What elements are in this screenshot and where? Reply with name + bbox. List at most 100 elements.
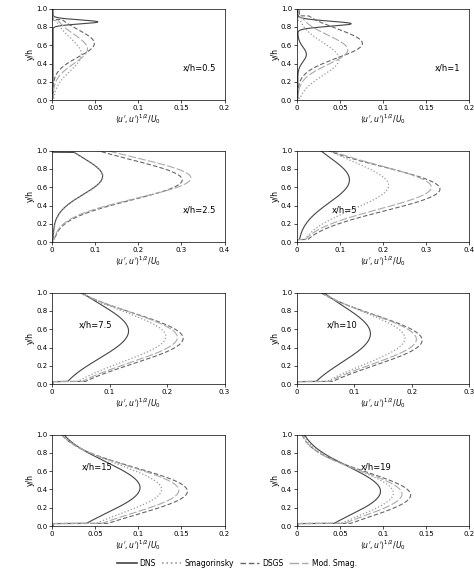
Mod. Smag. xyxy=(173,184,179,191)
DNS xyxy=(122,468,128,475)
Mod. Smag. xyxy=(80,53,86,60)
Smagorinsky xyxy=(382,189,387,196)
Mod. Smag. xyxy=(340,53,346,60)
DNS xyxy=(50,5,56,12)
DNS xyxy=(341,22,346,29)
Mod. Smag. xyxy=(343,42,349,49)
Smagorinsky xyxy=(354,306,359,313)
Mod. Smag. xyxy=(294,97,300,104)
Smagorinsky xyxy=(81,292,86,298)
DNS xyxy=(73,196,79,202)
Mod. Smag. xyxy=(406,326,411,333)
Mod. Smag. xyxy=(318,289,324,296)
Text: x/h=7.5: x/h=7.5 xyxy=(79,320,112,329)
X-axis label: $\langle u',u'\rangle^{1/2}/U_0$: $\langle u',u'\rangle^{1/2}/U_0$ xyxy=(115,396,161,410)
Mod. Smag. xyxy=(413,336,419,343)
DNS xyxy=(94,164,100,171)
Mod. Smag. xyxy=(295,381,301,388)
DSGS xyxy=(82,292,87,298)
Smagorinsky xyxy=(50,523,56,530)
Mod. Smag. xyxy=(340,53,346,60)
DSGS xyxy=(381,164,387,171)
DSGS xyxy=(118,306,124,313)
Line: Mod. Smag.: Mod. Smag. xyxy=(298,435,402,526)
Smagorinsky xyxy=(323,292,329,298)
Smagorinsky xyxy=(294,239,300,246)
DNS xyxy=(303,53,309,60)
Mod. Smag. xyxy=(174,336,180,343)
Smagorinsky xyxy=(374,195,380,202)
Smagorinsky xyxy=(60,431,66,438)
Mod. Smag. xyxy=(328,147,334,154)
Mod. Smag. xyxy=(134,195,140,202)
DNS xyxy=(332,196,337,202)
Smagorinsky xyxy=(134,468,140,475)
Line: Mod. Smag.: Mod. Smag. xyxy=(297,151,431,242)
Smagorinsky xyxy=(327,147,332,154)
Mod. Smag. xyxy=(170,479,175,486)
DNS xyxy=(333,195,338,202)
Smagorinsky xyxy=(363,164,368,171)
Smagorinsky xyxy=(94,164,100,171)
DNS xyxy=(295,7,301,14)
DNS xyxy=(105,306,111,313)
DNS xyxy=(50,7,56,14)
Mod. Smag. xyxy=(59,22,65,29)
DNS xyxy=(345,306,351,313)
Smagorinsky xyxy=(295,381,301,388)
DNS xyxy=(372,478,378,485)
DNS xyxy=(373,479,378,486)
DSGS xyxy=(61,434,66,440)
Smagorinsky xyxy=(301,431,306,438)
Smagorinsky xyxy=(50,381,55,388)
DSGS xyxy=(175,478,181,485)
DSGS xyxy=(297,7,302,14)
DNS xyxy=(318,447,323,454)
DSGS xyxy=(156,164,162,171)
DSGS xyxy=(49,97,55,104)
Line: DSGS: DSGS xyxy=(52,9,94,100)
Mod. Smag. xyxy=(156,473,162,480)
Smagorinsky xyxy=(401,337,407,344)
Mod. Smag. xyxy=(174,331,180,338)
Text: x/h=10: x/h=10 xyxy=(327,320,357,329)
Smagorinsky xyxy=(320,289,326,296)
DSGS xyxy=(161,473,167,480)
DSGS xyxy=(419,337,425,344)
DSGS xyxy=(377,473,383,480)
DNS xyxy=(321,289,327,296)
Mod. Smag. xyxy=(50,381,55,388)
Smagorinsky xyxy=(359,468,365,475)
DNS xyxy=(344,184,349,191)
DSGS xyxy=(338,53,344,60)
Smagorinsky xyxy=(74,196,80,202)
Mod. Smag. xyxy=(295,523,301,530)
Line: DNS: DNS xyxy=(53,435,140,526)
Line: DNS: DNS xyxy=(52,9,98,100)
Smagorinsky xyxy=(402,336,408,343)
Smagorinsky xyxy=(62,434,68,440)
Mod. Smag. xyxy=(143,468,148,475)
Line: DSGS: DSGS xyxy=(53,293,183,384)
DNS xyxy=(63,434,69,440)
Y-axis label: y/h: y/h xyxy=(26,190,35,202)
DSGS xyxy=(295,381,301,388)
Mod. Smag. xyxy=(300,434,306,440)
DNS xyxy=(294,97,300,104)
Smagorinsky xyxy=(385,184,391,191)
DNS xyxy=(356,468,361,475)
Mod. Smag. xyxy=(118,306,124,313)
Mod. Smag. xyxy=(50,523,56,530)
Mod. Smag. xyxy=(383,164,389,171)
DNS xyxy=(365,337,371,344)
DNS xyxy=(135,478,141,485)
Smagorinsky xyxy=(300,22,306,29)
Text: x/h=19: x/h=19 xyxy=(361,462,392,471)
Mod. Smag. xyxy=(81,53,86,60)
DSGS xyxy=(297,5,302,12)
Smagorinsky xyxy=(83,447,89,454)
Line: Mod. Smag.: Mod. Smag. xyxy=(53,151,191,242)
Line: DSGS: DSGS xyxy=(53,435,187,526)
DSGS xyxy=(50,5,56,12)
Smagorinsky xyxy=(162,336,168,343)
